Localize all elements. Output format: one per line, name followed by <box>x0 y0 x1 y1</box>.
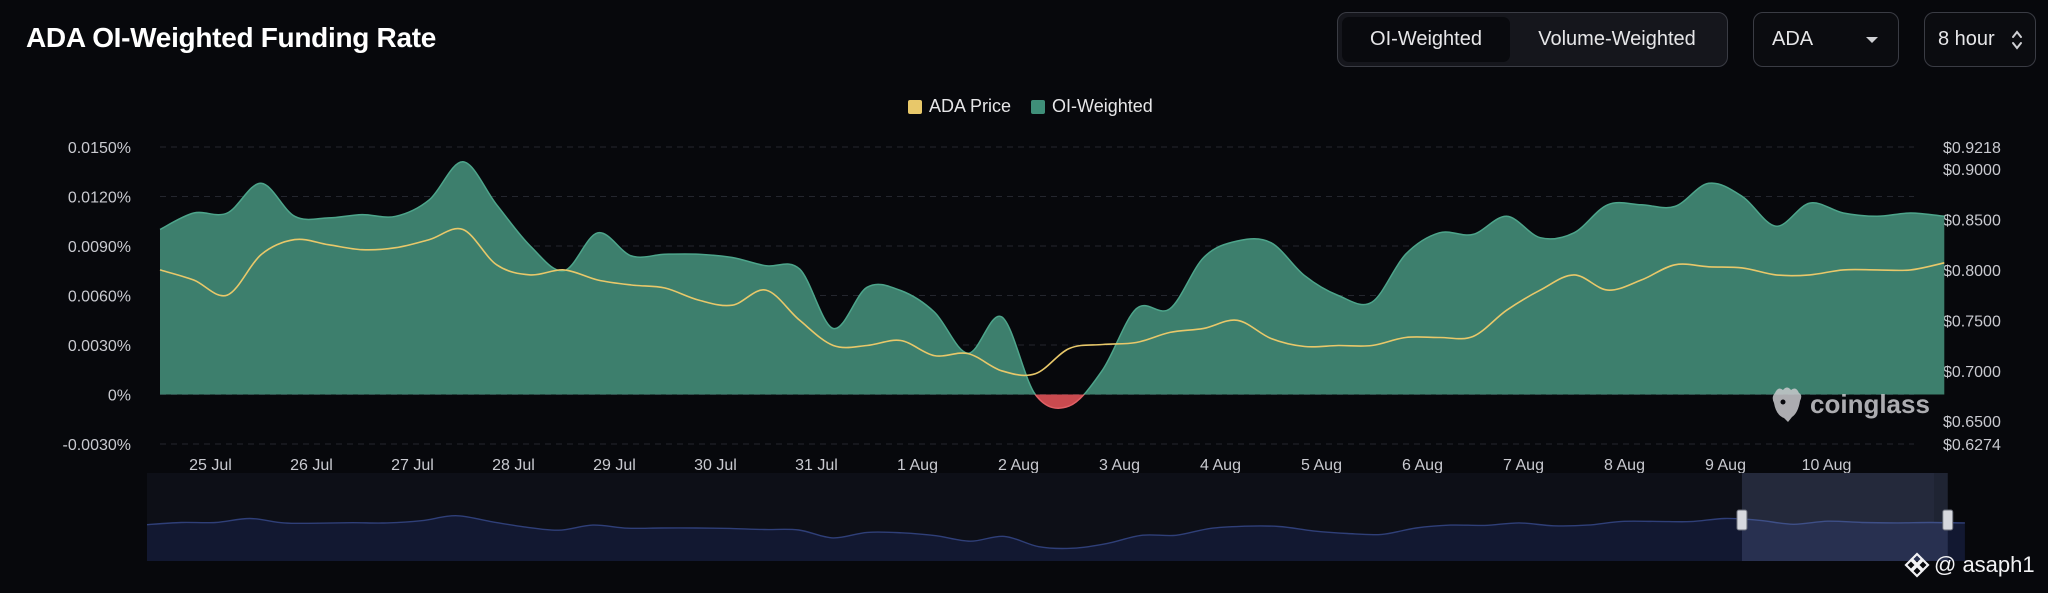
interval-select-value: 8 hour <box>1938 28 1995 50</box>
funding-area-negative <box>160 394 1945 409</box>
legend-label-oi: OI-Weighted <box>1052 96 1153 116</box>
funding-line-negative <box>1034 394 1085 409</box>
navigator-area <box>147 515 1965 561</box>
x-tick-label: 30 Jul <box>694 457 737 474</box>
x-tick-label: 6 Aug <box>1402 457 1443 474</box>
legend-item-oi[interactable]: OI-Weighted <box>1031 96 1153 117</box>
tab-volume-weighted[interactable]: Volume-Weighted <box>1538 28 1696 50</box>
watermark-text: coinglass <box>1810 388 1930 419</box>
legend-item-price[interactable]: ADA Price <box>908 96 1011 117</box>
updown-chevron-icon <box>2011 28 2023 52</box>
page-title: ADA OI-Weighted Funding Rate <box>26 22 437 53</box>
x-tick-label: 8 Aug <box>1604 457 1645 474</box>
y-right-tick-label: $0.7000 <box>1943 364 2001 381</box>
chart-legend: ADA Price OI-Weighted <box>908 96 1165 117</box>
x-tick-label: 27 Jul <box>391 457 434 474</box>
x-tick-label: 26 Jul <box>290 457 333 474</box>
y-right-tick-label: $0.6274 <box>1943 437 2001 454</box>
x-tick-label: 1 Aug <box>897 457 938 474</box>
coinglass-logo-icon <box>1772 387 1802 422</box>
x-tick-label: 25 Jul <box>189 457 232 474</box>
funding-area-positive <box>160 161 1945 395</box>
coin-select[interactable]: ADA <box>1753 12 1899 67</box>
y-left-tick-label: 0.0060% <box>68 289 131 306</box>
chevron-down-icon <box>1866 37 1878 43</box>
tab-oi-weighted[interactable]: OI-Weighted <box>1342 17 1510 62</box>
x-tick-label: 4 Aug <box>1200 457 1241 474</box>
y-left-tick-label: 0.0090% <box>68 239 131 256</box>
y-right-tick-label: $0.8000 <box>1943 263 2001 280</box>
weighting-toggle: OI-Weighted Volume-Weighted <box>1337 12 1728 67</box>
x-tick-label: 29 Jul <box>593 457 636 474</box>
credit-text: @ asaph1 <box>1934 552 2035 577</box>
coin-select-value: ADA <box>1772 28 1814 50</box>
author-credit: @ asaph1 <box>1904 552 2035 578</box>
x-tick-label: 28 Jul <box>492 457 535 474</box>
y-left-tick-label: 0.0150% <box>68 140 131 157</box>
price-line <box>159 227 1945 377</box>
funding-line-positive <box>159 161 1945 395</box>
y-left-tick-label: 0.0120% <box>68 190 131 207</box>
x-tick-label: 2 Aug <box>998 457 1039 474</box>
navigator-handle-left[interactable] <box>1736 509 1748 531</box>
y-right-tick-label: $0.7500 <box>1943 313 2001 330</box>
y-right-tick-label: $0.9000 <box>1943 162 2001 179</box>
legend-swatch-oi <box>1031 99 1046 114</box>
x-tick-label: 9 Aug <box>1705 457 1746 474</box>
interval-select[interactable]: 8 hour <box>1924 12 2036 67</box>
y-left-tick-label: -0.0030% <box>63 437 132 454</box>
x-tick-label: 10 Aug <box>1802 457 1852 474</box>
navigator-handle-right[interactable] <box>1942 509 1954 531</box>
x-tick-label: 3 Aug <box>1099 457 1140 474</box>
x-tick-label: 5 Aug <box>1301 457 1342 474</box>
coinglass-watermark: coinglass <box>1770 385 1930 423</box>
x-tick-label: 7 Aug <box>1503 457 1544 474</box>
binance-logo-icon <box>1904 552 1930 578</box>
y-right-tick-label: $0.6500 <box>1943 414 2001 431</box>
x-tick-label: 31 Jul <box>795 457 838 474</box>
y-right-tick-label: $0.9218 <box>1943 140 2001 157</box>
navigator-selection <box>1741 473 1948 561</box>
y-left-tick-label: 0% <box>108 388 131 405</box>
navigator-line <box>146 514 1965 550</box>
legend-label-price: ADA Price <box>929 96 1012 116</box>
legend-swatch-price <box>908 99 922 114</box>
y-left-tick-label: 0.0030% <box>68 338 131 355</box>
y-right-tick-label: $0.8500 <box>1943 212 2001 229</box>
